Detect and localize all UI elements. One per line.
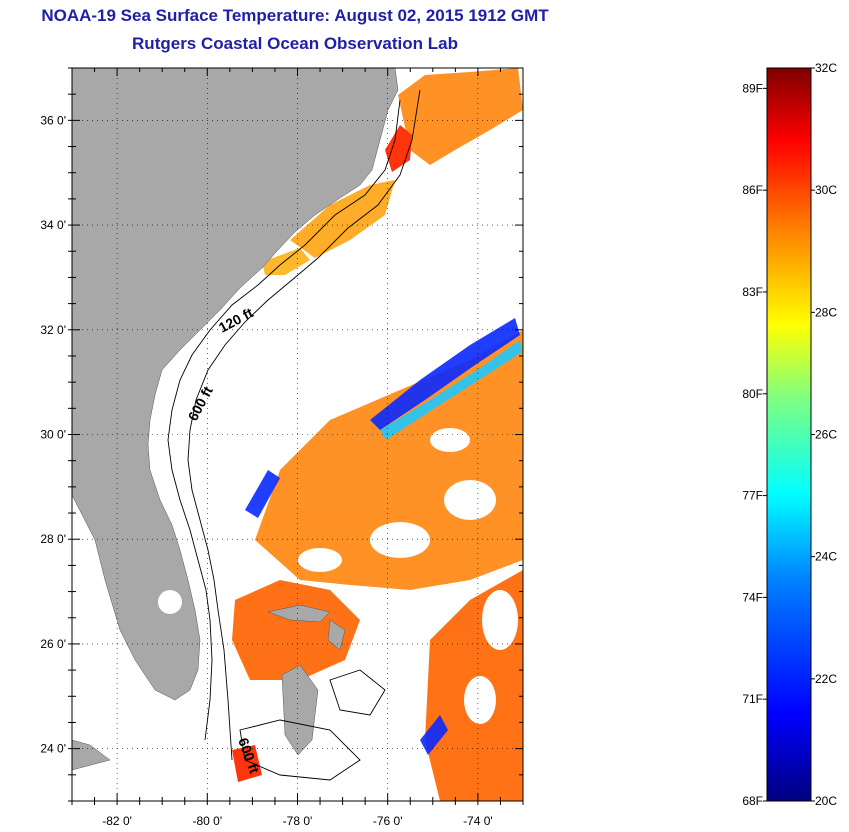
sst-band-south: [245, 470, 280, 518]
colorbar-c-label: 26C: [815, 428, 837, 442]
colorbar-c-label: 30C: [815, 183, 837, 197]
colorbar-c-label: 28C: [815, 305, 837, 319]
land: [72, 68, 399, 771]
lake-okeechobee: [158, 590, 182, 614]
lat-tick-label: 28 0': [40, 532, 66, 546]
axis-ticks: [68, 67, 524, 805]
bathymetry-contours: [167, 89, 421, 781]
sst-patch-carolina: [290, 180, 395, 258]
colorbar-f-label: 74F: [742, 590, 763, 604]
map-subtitle: Rutgers Coastal Ocean Observation Lab: [132, 34, 458, 53]
lat-tick-label: 34 0': [40, 218, 66, 232]
colorbar-f-label: 68F: [742, 794, 763, 808]
sst-band-outer: [370, 318, 520, 430]
contour-600ft: [187, 89, 421, 761]
lat-tick-label: 36 0': [40, 113, 66, 127]
sst-band-east: [420, 715, 448, 755]
sst-patch-north: [398, 68, 523, 165]
lon-tick-label: -76 0': [373, 814, 403, 828]
land-andros: [281, 664, 319, 756]
colorbar-f-label: 80F: [742, 387, 763, 401]
colorbar-f-label: 89F: [742, 81, 763, 95]
colorbar: [766, 67, 812, 802]
colorbar-f-label: 71F: [742, 692, 763, 706]
sst-cool-bands: [245, 318, 522, 755]
lat-tick-label: 30 0': [40, 428, 66, 442]
sst-band-inner: [380, 340, 522, 440]
colorbar-f-label: 83F: [742, 285, 763, 299]
colorbar-f-label: 86F: [742, 183, 763, 197]
sst-patch-ga-shelf: [262, 248, 310, 275]
colorbar-c-label: 32C: [815, 61, 837, 75]
colorbar-ticks: [763, 67, 815, 802]
colorbar-labels: 32C 30C 28C 26C 24C 22C 20C 89F 86F 83F 80F 77F 74F 7…: [742, 61, 837, 808]
colorbar-c-label: 20C: [815, 794, 837, 808]
axis-tick-labels: 36 0' 34 0' 32 0' 30 0' 28 0' 26 0' 24 0' -82 0…: [40, 113, 492, 828]
land-abaco: [327, 619, 346, 651]
lon-tick-label: -78 0': [283, 814, 313, 828]
lon-tick-label: -82 0': [102, 814, 132, 828]
sst-patch-keys: [232, 745, 262, 782]
lon-tick-label: -80 0': [192, 814, 222, 828]
map-title: NOAA-19 Sea Surface Temperature: August …: [41, 6, 549, 25]
colorbar-c-label: 22C: [815, 672, 837, 686]
contour-bahamas: [239, 719, 361, 781]
colorbar-c-label: 24C: [815, 550, 837, 564]
lat-lon-grid: [72, 68, 523, 801]
contour-banks: [329, 669, 386, 716]
land-mainland: [72, 68, 399, 701]
sst-patch-bahamas: [232, 580, 360, 680]
lat-tick-label: 32 0': [40, 323, 66, 337]
land-grand-bahama: [267, 604, 331, 623]
sst-patch-gulfstream: [255, 330, 523, 590]
contour-120ft: [167, 99, 401, 741]
lat-tick-label: 24 0': [40, 742, 66, 756]
lon-tick-label: -74 0': [463, 814, 493, 828]
land-cuba: [72, 739, 111, 771]
lat-tick-label: 26 0': [40, 637, 66, 651]
colorbar-f-label: 77F: [742, 489, 763, 503]
cloud-cover: [298, 428, 518, 724]
